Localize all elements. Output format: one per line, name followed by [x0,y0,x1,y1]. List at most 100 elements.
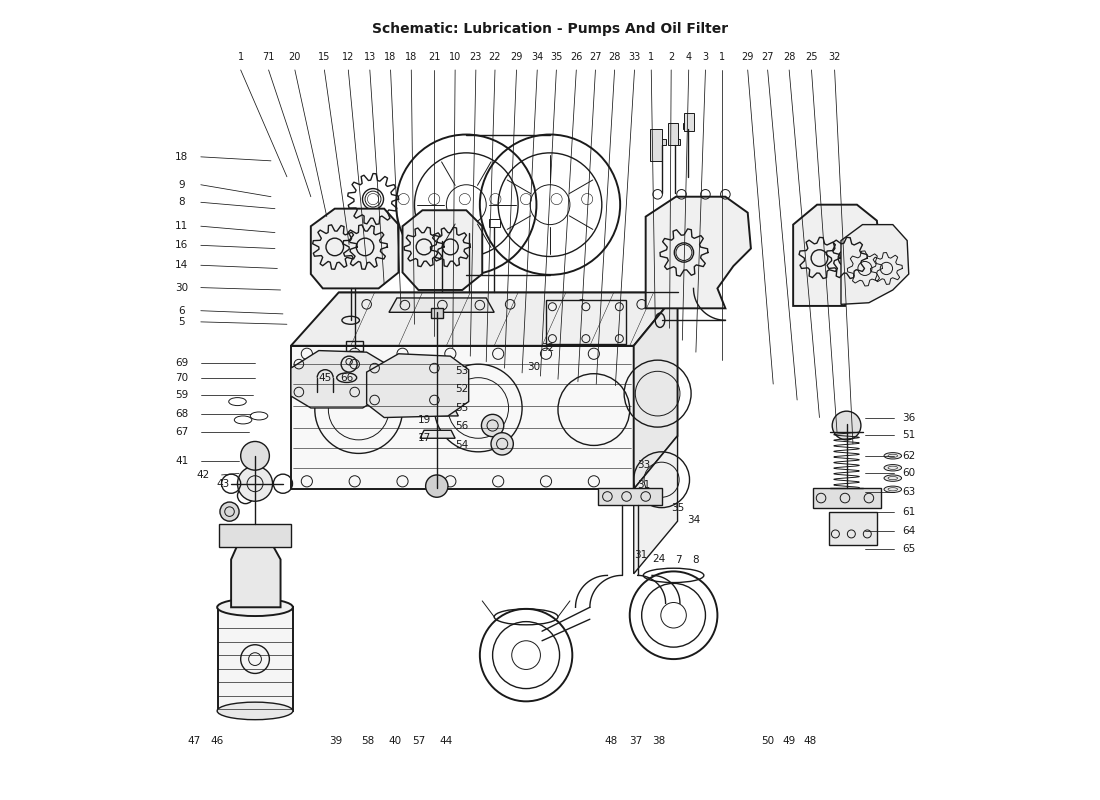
Text: 32: 32 [541,343,554,353]
Polygon shape [420,430,455,438]
Polygon shape [634,436,678,574]
Polygon shape [290,346,634,490]
Polygon shape [634,292,678,490]
Text: 56: 56 [455,421,469,430]
Text: 26: 26 [570,52,583,62]
Polygon shape [290,350,386,408]
Text: 35: 35 [671,502,684,513]
Text: 2: 2 [668,52,674,62]
Text: 32: 32 [828,52,840,62]
Text: 46: 46 [211,736,224,746]
Bar [829,512,877,545]
Text: 28: 28 [608,52,620,62]
Ellipse shape [337,373,356,382]
Text: 62: 62 [902,451,915,461]
Bar [463,225,474,233]
Bar [546,300,626,344]
Text: 27: 27 [590,52,602,62]
Polygon shape [417,408,459,416]
Text: 23: 23 [470,52,482,62]
Text: 35: 35 [550,52,562,62]
Text: 30: 30 [175,282,188,293]
Ellipse shape [884,453,902,459]
Text: 28: 28 [783,52,795,62]
Text: 59: 59 [175,390,188,400]
Text: 7: 7 [675,555,682,566]
Ellipse shape [217,598,293,616]
Text: 70: 70 [175,373,188,382]
Text: Schematic: Lubrication - Pumps And Oil Filter: Schematic: Lubrication - Pumps And Oil F… [372,22,728,36]
Text: 63: 63 [902,486,915,497]
Text: 27: 27 [761,52,774,62]
Text: 61: 61 [902,506,915,517]
Circle shape [241,442,270,470]
Text: 41: 41 [175,456,188,466]
Circle shape [833,411,861,440]
Text: 67: 67 [175,427,188,437]
Text: 1: 1 [648,52,654,62]
Text: 49: 49 [782,736,795,746]
Polygon shape [410,364,464,372]
Circle shape [220,502,239,521]
Polygon shape [597,488,661,506]
Polygon shape [403,210,482,290]
Bar [683,122,693,129]
Text: 34: 34 [531,52,543,62]
Text: 5: 5 [178,317,185,327]
Text: 21: 21 [428,52,441,62]
Polygon shape [290,292,678,346]
Bar [345,341,363,350]
Text: 10: 10 [449,52,461,62]
Text: 4: 4 [685,52,692,62]
Polygon shape [813,488,881,508]
Polygon shape [793,205,881,306]
Polygon shape [219,523,290,547]
Text: 54: 54 [455,441,469,450]
Text: 45: 45 [319,374,332,383]
Text: 69: 69 [175,358,188,367]
Text: 55: 55 [455,403,469,413]
Ellipse shape [884,486,902,493]
Text: 40: 40 [388,736,401,746]
Text: 22: 22 [488,52,502,62]
Text: 18: 18 [405,52,417,62]
Circle shape [238,466,273,502]
Text: 14: 14 [175,260,188,270]
Polygon shape [366,354,469,418]
Text: 57: 57 [411,736,425,746]
Text: 36: 36 [902,413,915,422]
Text: 1: 1 [238,52,244,62]
Text: 1: 1 [719,52,725,62]
Text: 16: 16 [175,240,188,250]
Text: 68: 68 [175,410,188,419]
Text: 52: 52 [455,384,469,394]
Text: 19: 19 [417,415,431,425]
Text: 47: 47 [188,736,201,746]
Text: 15: 15 [318,52,331,62]
Polygon shape [311,209,398,288]
Bar [668,122,678,145]
Text: 6: 6 [178,306,185,316]
Text: 12: 12 [342,52,354,62]
Polygon shape [389,298,494,312]
Text: 8: 8 [693,555,700,566]
Text: 43: 43 [217,478,230,489]
Text: 38: 38 [652,736,666,746]
Bar [650,129,661,161]
Text: 18: 18 [384,52,397,62]
Text: 8: 8 [178,198,185,207]
Ellipse shape [884,475,902,482]
Text: 17: 17 [417,434,431,443]
Polygon shape [231,537,280,607]
Text: 31: 31 [635,550,648,561]
Ellipse shape [217,702,293,720]
Text: 24: 24 [652,554,666,565]
Text: 44: 44 [439,736,452,746]
Text: 58: 58 [362,736,375,746]
Text: 29: 29 [510,52,522,62]
Text: 66: 66 [340,374,353,383]
Text: 37: 37 [629,736,642,746]
Text: 31: 31 [637,480,651,490]
Text: 71: 71 [263,52,275,62]
Text: 11: 11 [175,222,188,231]
